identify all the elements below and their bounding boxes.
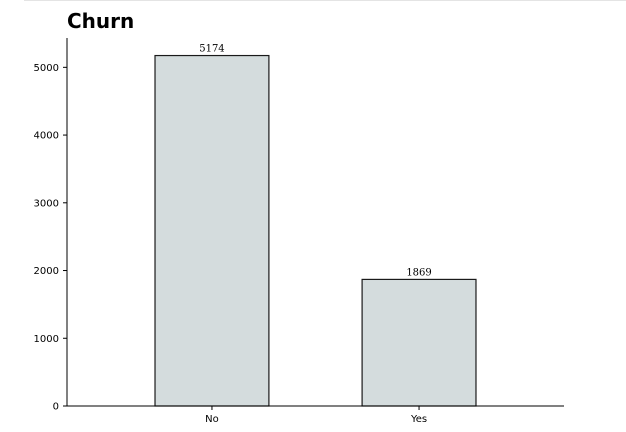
x-tick-label: No xyxy=(205,414,219,425)
bars xyxy=(154,54,477,407)
y-tick-label: 1000 xyxy=(34,334,59,345)
data-label-yes: 1869 xyxy=(406,267,431,278)
bar-yes xyxy=(361,278,477,407)
y-tick-label: 3000 xyxy=(34,198,59,209)
x-tick-label: Yes xyxy=(410,414,427,425)
data-label-no: 5174 xyxy=(199,44,224,55)
top-divider xyxy=(24,0,626,1)
data-labels: 5174 1869 xyxy=(199,44,432,279)
y-tick-label: 5000 xyxy=(34,63,59,74)
bar-no xyxy=(154,54,270,407)
y-axis-ticks: 0 1000 2000 3000 4000 5000 xyxy=(34,63,67,413)
y-tick-label: 4000 xyxy=(34,131,59,142)
y-tick-label: 0 xyxy=(53,402,59,413)
y-tick-label: 2000 xyxy=(34,266,59,277)
chart-title: Churn xyxy=(67,9,135,33)
x-axis-ticks: No Yes xyxy=(205,406,427,425)
